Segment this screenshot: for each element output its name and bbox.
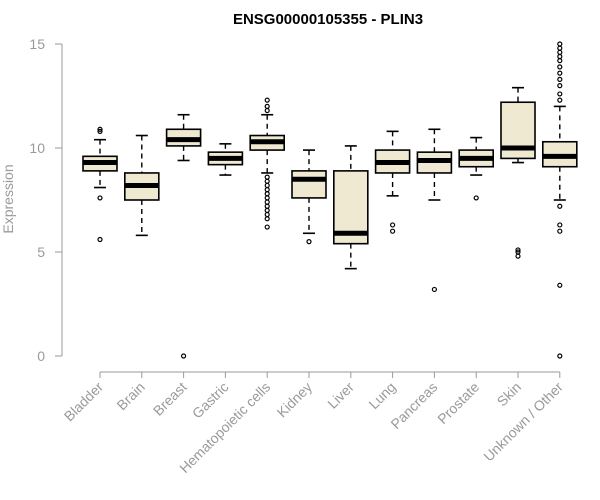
- box-group: [374, 130, 411, 234]
- box: [291, 170, 327, 199]
- outlier-point: [557, 91, 563, 97]
- outlier-point: [264, 103, 270, 110]
- outlier-point: [557, 45, 563, 51]
- box-group: [165, 113, 202, 359]
- outlier-point: [264, 216, 270, 222]
- x-tick-label: Breast: [150, 379, 190, 419]
- x-tick-label: Brain: [113, 379, 147, 413]
- x-tick-label: Bladder: [61, 379, 107, 425]
- box-group: [458, 136, 495, 201]
- outlier-point: [390, 222, 396, 228]
- x-tick-label: Liver: [324, 379, 357, 412]
- outlier-point: [557, 58, 563, 64]
- outlier-point: [264, 211, 270, 218]
- x-tick-label: Kidney: [274, 379, 316, 421]
- outlier-point: [557, 70, 563, 76]
- outlier-point: [557, 41, 563, 47]
- outlier-point: [264, 207, 270, 213]
- box-group: [207, 143, 244, 176]
- outlier-point: [264, 224, 270, 230]
- y-tick-label: 5: [37, 244, 45, 260]
- y-axis: 0 5 10 15: [29, 36, 63, 364]
- outlier-point: [557, 353, 563, 359]
- outlier-point: [557, 203, 563, 209]
- outlier-point: [557, 49, 563, 55]
- outlier-point: [557, 53, 563, 60]
- box-group: [291, 149, 327, 245]
- outlier-point: [557, 97, 563, 103]
- y-tick-label: 15: [29, 36, 45, 52]
- outlier-point: [557, 282, 563, 288]
- outlier-point: [264, 203, 270, 209]
- box-group: [249, 97, 285, 230]
- outlier-point: [264, 178, 270, 184]
- outlier-point: [431, 286, 437, 293]
- outlier-point: [97, 195, 103, 201]
- box-group: [416, 128, 453, 293]
- x-tick-label: Prostate: [434, 379, 482, 427]
- outlier-point: [557, 64, 563, 70]
- outlier-point: [473, 195, 479, 201]
- outlier-point: [557, 76, 563, 82]
- x-tick-label: Lung: [365, 379, 398, 412]
- box-group: [124, 134, 160, 237]
- outlier-point: [515, 249, 521, 255]
- outlier-point: [264, 97, 270, 103]
- outlier-point: [515, 253, 521, 259]
- outlier-point: [264, 191, 270, 197]
- y-axis-label: Expression: [0, 164, 16, 233]
- outlier-point: [97, 128, 103, 134]
- outlier-point: [557, 222, 563, 228]
- outlier-point: [97, 236, 103, 243]
- outlier-point: [264, 107, 270, 114]
- box-group: [82, 126, 118, 243]
- outlier-point: [264, 195, 270, 201]
- box-group: [500, 86, 536, 259]
- y-tick-label: 0: [37, 348, 45, 364]
- outlier-point: [264, 182, 270, 189]
- outlier-point: [181, 353, 187, 359]
- outlier-point: [390, 228, 396, 234]
- outlier-point: [557, 82, 563, 89]
- boxplot-series: [82, 41, 578, 359]
- chart-title: ENSG00000105355 - PLIN3: [233, 11, 423, 28]
- outlier-point: [515, 247, 521, 253]
- outlier-point: [557, 228, 563, 234]
- x-tick-label: Skin: [494, 379, 525, 410]
- outlier-point: [264, 187, 270, 193]
- x-tick-label: Unknown / Other: [480, 379, 566, 465]
- outlier-point: [97, 126, 103, 132]
- y-tick-label: 10: [29, 140, 45, 156]
- box-group: [541, 41, 578, 359]
- box-group: [332, 145, 369, 270]
- outlier-point: [264, 199, 270, 205]
- outlier-point: [306, 239, 312, 245]
- outlier-point: [264, 174, 270, 180]
